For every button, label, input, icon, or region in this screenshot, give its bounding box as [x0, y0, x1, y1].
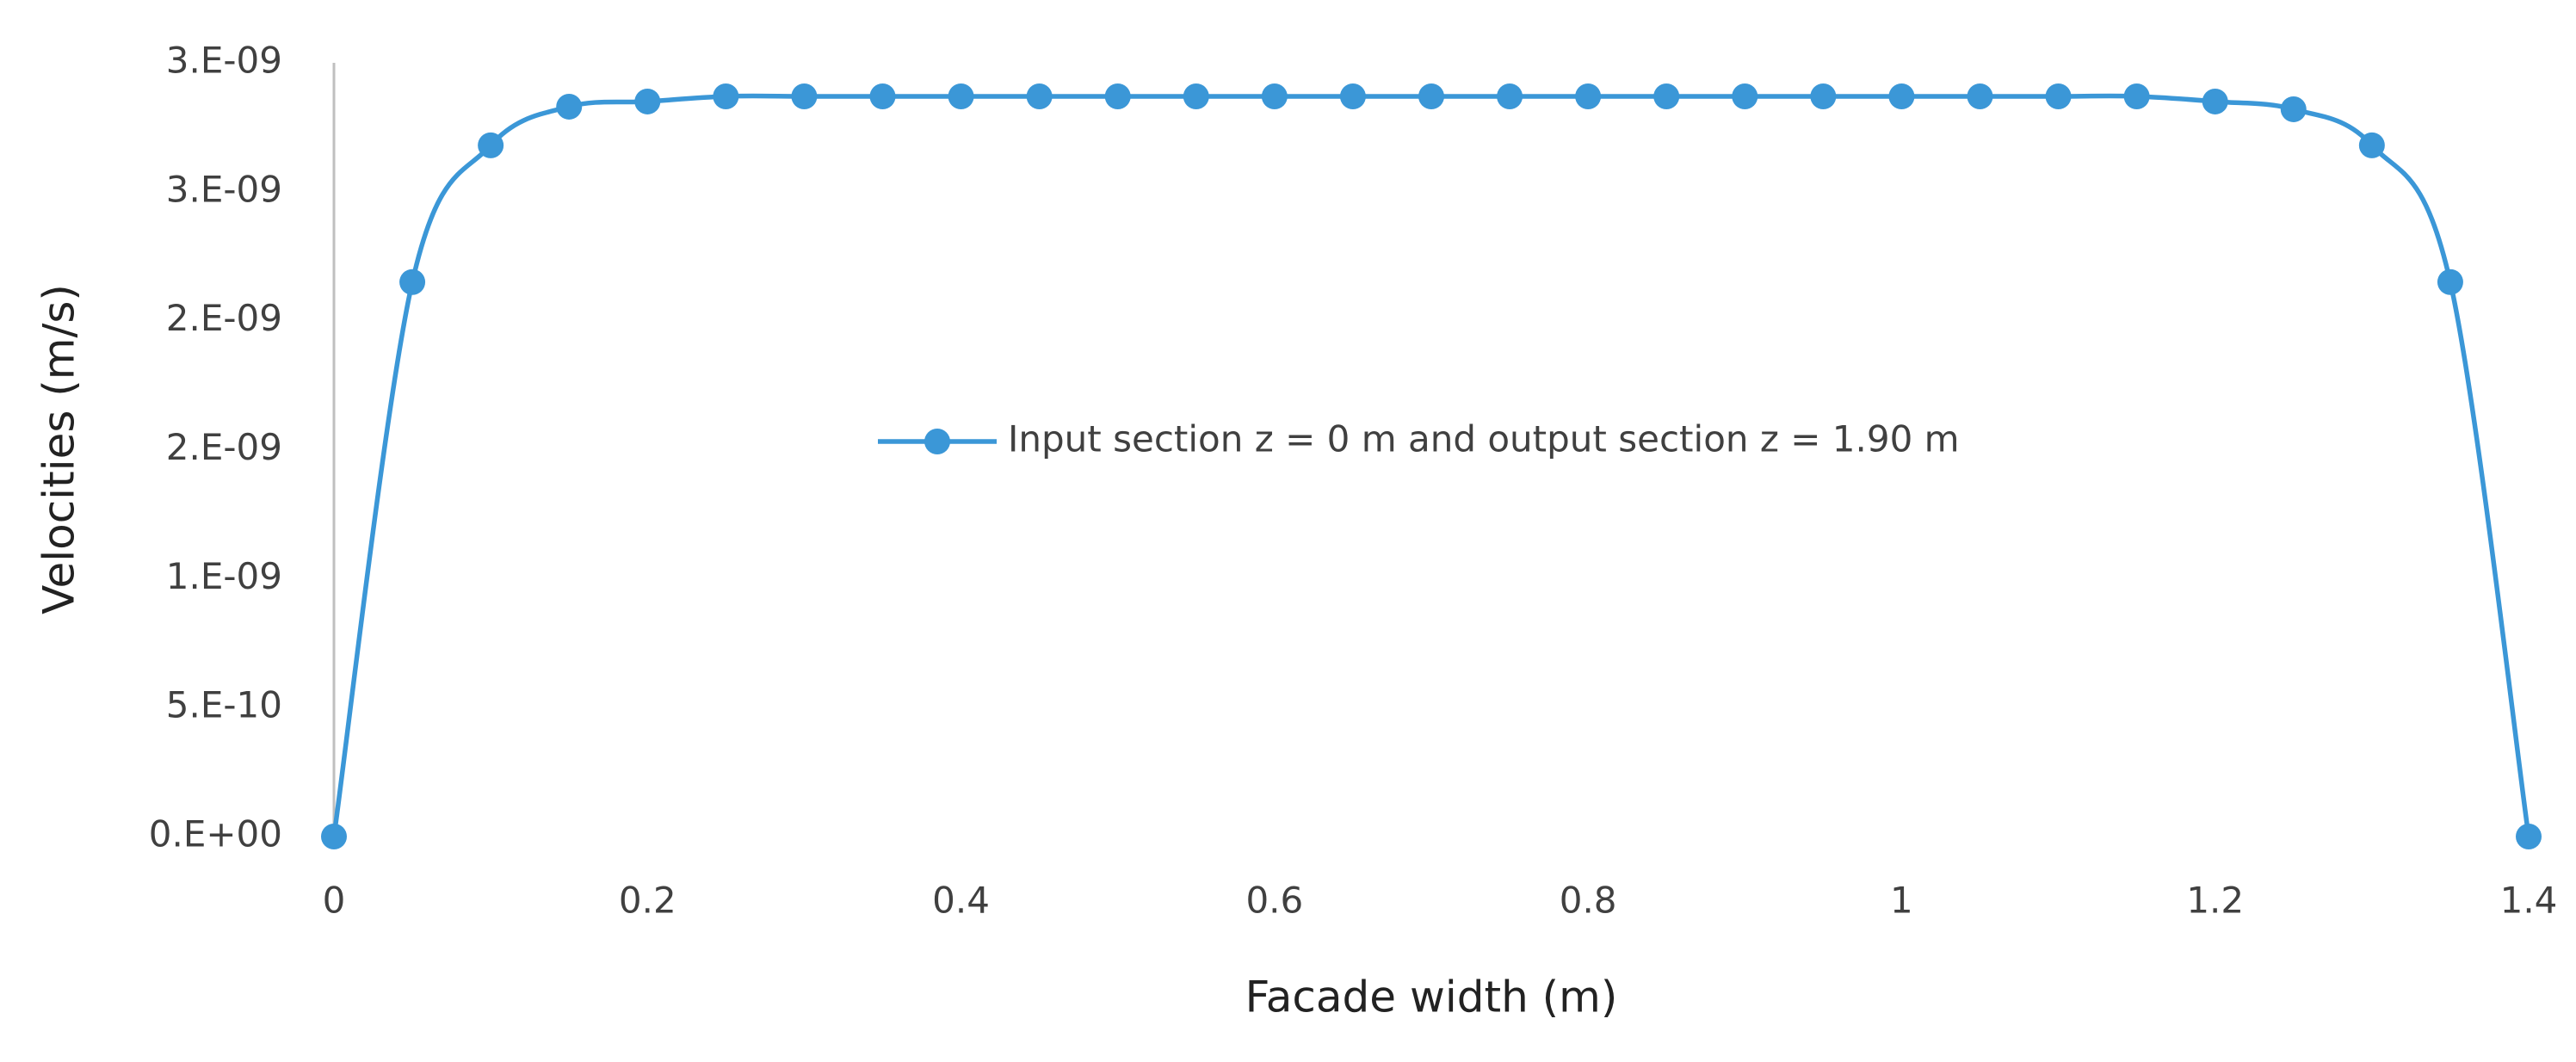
x-axis-title: Facade width (m)	[1245, 972, 1618, 1022]
data-point	[1026, 83, 1053, 109]
y-tick-label: 0.E+00	[149, 813, 282, 855]
x-tick-label: 1.4	[2500, 880, 2558, 922]
data-point	[2280, 96, 2307, 122]
x-tick-label: 0	[323, 880, 346, 922]
y-tick-label: 5.E-10	[166, 684, 282, 726]
data-point	[1888, 83, 1915, 109]
data-point	[2358, 132, 2385, 158]
data-point	[1810, 83, 1837, 109]
y-tick-label: 3.E-09	[166, 168, 282, 210]
data-point	[321, 824, 347, 849]
data-point	[1339, 83, 1366, 109]
x-tick-label: 0.4	[932, 880, 990, 922]
data-point	[556, 93, 583, 120]
x-tick-label: 0.2	[619, 880, 676, 922]
data-point	[634, 88, 661, 114]
data-point	[1418, 83, 1444, 109]
legend-label: Input section z = 0 m and output section…	[1008, 418, 1960, 460]
data-point	[1575, 83, 1602, 109]
data-point	[1104, 83, 1131, 109]
y-tick-label: 1.E-09	[166, 555, 282, 597]
x-tick-label: 0.8	[1560, 880, 1617, 922]
data-point	[399, 269, 426, 295]
data-point	[2437, 269, 2463, 295]
data-point	[478, 132, 504, 158]
y-tick-label: 2.E-09	[166, 297, 282, 339]
data-point	[1732, 83, 1758, 109]
data-point	[2516, 824, 2542, 849]
y-tick-label: 2.E-09	[166, 426, 282, 468]
x-tick-label: 1	[1890, 880, 1913, 922]
data-point	[791, 83, 818, 109]
data-point	[1967, 83, 1993, 109]
data-point	[2202, 88, 2228, 114]
data-point	[1653, 83, 1680, 109]
y-axis-title: Velocities (m/s)	[34, 284, 84, 614]
legend-marker	[924, 429, 950, 454]
x-tick-label: 1.2	[2186, 880, 2244, 922]
data-point	[948, 83, 974, 109]
data-point	[2123, 83, 2150, 109]
data-point	[713, 83, 739, 109]
data-point	[1183, 83, 1209, 109]
data-point	[2045, 83, 2072, 109]
data-point	[869, 83, 896, 109]
y-tick-label: 3.E-09	[166, 40, 282, 82]
x-tick-label: 0.6	[1245, 880, 1303, 922]
data-point	[1261, 83, 1288, 109]
data-point	[1497, 83, 1523, 109]
